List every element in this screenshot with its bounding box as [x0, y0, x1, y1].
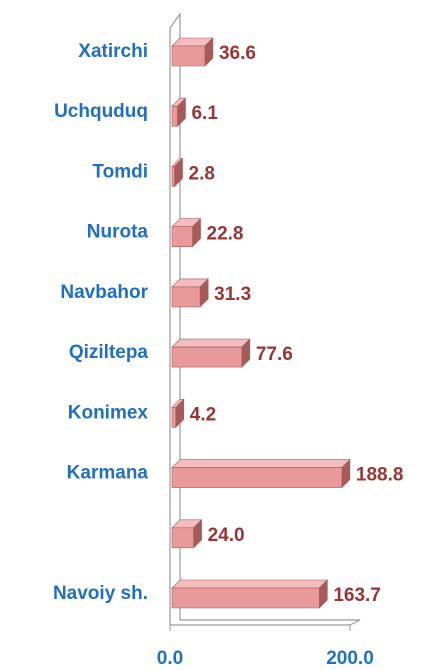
y-tick-label: Qiziltepa — [69, 342, 149, 363]
value-label: 163.7 — [333, 585, 381, 606]
value-label: 36.6 — [219, 43, 256, 64]
axis-wall — [169, 12, 181, 625]
axis-floor — [170, 619, 361, 626]
value-label: 2.8 — [189, 163, 215, 184]
value-label: 77.6 — [256, 344, 293, 365]
bar — [171, 278, 209, 308]
y-tick-label: Navoiy sh. — [53, 583, 148, 604]
bar — [171, 217, 202, 248]
value-label: 188.8 — [356, 465, 404, 486]
bar — [171, 157, 184, 188]
bar — [171, 97, 187, 127]
bar — [171, 458, 351, 489]
y-tick-label: Tomdi — [92, 161, 148, 182]
bar — [171, 338, 251, 368]
value-label: 4.2 — [190, 404, 216, 425]
bar — [171, 519, 203, 549]
value-label: 24.0 — [208, 525, 245, 546]
y-tick-label: Xatirchi — [78, 41, 148, 62]
bar — [171, 37, 214, 67]
x-tick-label: 0.0 — [157, 648, 183, 669]
bar — [171, 398, 185, 429]
y-tick-label: Karmana — [67, 463, 149, 484]
y-tick-label: Uchquduq — [54, 101, 148, 122]
bar — [171, 579, 329, 609]
x-tick-label: 200.0 — [326, 648, 374, 669]
y-tick-label: Konimex — [68, 402, 149, 423]
value-label: 6.1 — [191, 103, 218, 124]
value-label: 22.8 — [207, 224, 244, 245]
y-tick-label: Nurota — [87, 222, 149, 243]
y-tick-label: Navbahor — [60, 282, 148, 303]
value-label: 31.3 — [214, 284, 251, 305]
